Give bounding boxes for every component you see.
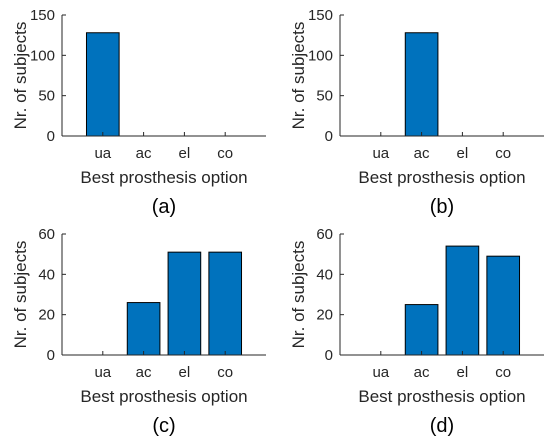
chart-panel: 0 50 100 150 ua ac el co Best prosthesis option N… bbox=[11, 7, 266, 218]
x-tick-label: co bbox=[495, 364, 511, 381]
y-tick-label: 0 bbox=[325, 128, 333, 145]
y-tick-label: 0 bbox=[47, 347, 55, 364]
y-axis-label: Nr. of subjects bbox=[11, 241, 30, 349]
chart-panel: 0 50 100 150 ua ac el co Best prosthesis option N… bbox=[289, 7, 544, 218]
chart-panel: 0 20 40 60 ua ac el co Best prosthesis option Nr.… bbox=[11, 226, 266, 437]
y-tick-label: 0 bbox=[325, 347, 333, 364]
y-tick-label: 50 bbox=[38, 88, 55, 105]
x-tick-label: el bbox=[179, 364, 191, 381]
x-tick-label: ua bbox=[372, 145, 389, 162]
y-tick-label: 20 bbox=[316, 307, 333, 324]
bar bbox=[167, 251, 202, 356]
x-tick-label: ac bbox=[136, 364, 152, 381]
panel-label: (a) bbox=[152, 196, 176, 218]
x-tick-label: co bbox=[217, 145, 233, 162]
x-tick-label: co bbox=[217, 364, 233, 381]
x-axis-label: Best prosthesis option bbox=[358, 387, 525, 406]
chart-panel: 0 20 40 60 ua ac el co Best prosthesis option Nr.… bbox=[289, 226, 544, 437]
x-axis-label: Best prosthesis option bbox=[80, 387, 247, 406]
x-tick-label: ua bbox=[94, 145, 111, 162]
y-tick-label: 100 bbox=[30, 47, 55, 64]
y-tick-label: 150 bbox=[30, 7, 55, 24]
x-tick-label: ua bbox=[94, 364, 111, 381]
x-tick-label: ac bbox=[414, 364, 430, 381]
bar bbox=[486, 255, 521, 356]
panel-label: (d) bbox=[430, 415, 454, 437]
bar bbox=[126, 302, 161, 356]
y-axis-label: Nr. of subjects bbox=[289, 241, 308, 349]
y-tick-label: 100 bbox=[308, 47, 333, 64]
x-axis-label: Best prosthesis option bbox=[358, 168, 525, 187]
bar bbox=[85, 32, 120, 137]
bar bbox=[208, 251, 243, 356]
bar bbox=[404, 304, 439, 356]
y-tick-label: 60 bbox=[38, 226, 55, 243]
y-tick-label: 60 bbox=[316, 226, 333, 243]
y-tick-label: 0 bbox=[47, 128, 55, 145]
x-tick-label: co bbox=[495, 145, 511, 162]
y-axis-label: Nr. of subjects bbox=[289, 22, 308, 130]
y-tick-label: 50 bbox=[316, 88, 333, 105]
x-axis-label: Best prosthesis option bbox=[80, 168, 247, 187]
x-tick-label: ac bbox=[414, 145, 430, 162]
bar bbox=[445, 245, 480, 356]
y-axis-label: Nr. of subjects bbox=[11, 22, 30, 130]
x-tick-label: el bbox=[457, 145, 469, 162]
x-tick-label: ua bbox=[372, 364, 389, 381]
y-tick-label: 40 bbox=[316, 266, 333, 283]
y-tick-label: 150 bbox=[308, 7, 333, 24]
x-tick-label: ac bbox=[136, 145, 152, 162]
bar bbox=[404, 32, 439, 137]
y-tick-label: 20 bbox=[38, 307, 55, 324]
x-tick-label: el bbox=[457, 364, 469, 381]
y-tick-label: 40 bbox=[38, 266, 55, 283]
panel-label: (b) bbox=[430, 196, 454, 218]
x-tick-label: el bbox=[179, 145, 191, 162]
panel-label: (c) bbox=[152, 415, 175, 437]
